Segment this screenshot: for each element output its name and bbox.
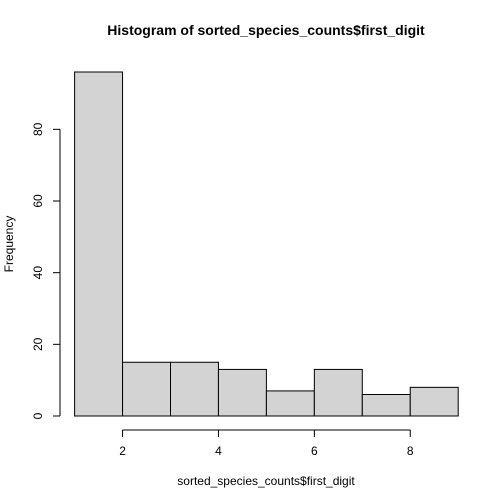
x-tick-label-4: 4 <box>215 444 222 458</box>
histogram-bar-5 <box>265 390 315 417</box>
y-tick-label-60: 60 <box>31 194 45 208</box>
histogram-bar-6 <box>313 368 363 417</box>
histogram-bar-1 <box>74 71 124 417</box>
y-tick-label-20: 20 <box>31 337 45 351</box>
y-axis-label: Frequency <box>2 216 16 273</box>
y-tick-label-40: 40 <box>31 266 45 280</box>
histogram-bar-4 <box>217 368 267 417</box>
y-tick-label-0: 0 <box>31 412 45 419</box>
x-axis-label: sorted_species_counts$first_digit <box>177 474 355 488</box>
histogram-bar-3 <box>170 361 219 417</box>
y-axis: 0 20 40 60 80 <box>31 122 61 419</box>
bars-group <box>74 71 459 417</box>
y-tick-label-80: 80 <box>31 122 45 136</box>
histogram-bar-2 <box>122 361 172 417</box>
histogram-bar-7 <box>361 394 411 417</box>
histogram-bar-8 <box>409 386 459 417</box>
x-axis: 2 4 6 8 <box>119 429 414 458</box>
x-tick-label-8: 8 <box>407 444 414 458</box>
chart-title: Histogram of sorted_species_counts$first… <box>107 22 425 38</box>
x-tick-label-2: 2 <box>119 444 126 458</box>
x-tick-label-6: 6 <box>311 444 318 458</box>
